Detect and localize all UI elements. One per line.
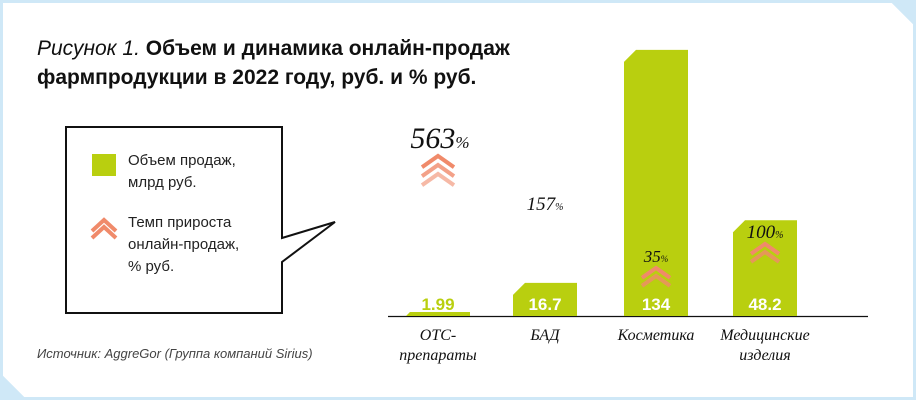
category-label-0-0: OTC- bbox=[420, 327, 456, 344]
growth-label-1: 157% bbox=[527, 194, 564, 215]
title-line-1: Объем и динамика онлайн-продаж bbox=[145, 37, 510, 60]
value-label-0: 1.99 bbox=[421, 295, 454, 314]
growth-unit-0: % bbox=[455, 133, 469, 152]
legend-volume-label: Объем продаж, млрд руб. bbox=[128, 150, 236, 194]
legend-growth-line-1: Темп прироста bbox=[128, 214, 232, 231]
growth-chevron-icon-3-0 bbox=[749, 241, 781, 256]
value-label-2: 134 bbox=[642, 295, 671, 314]
chart-title: Рисунок 1. Объем и динамика онлайн-прода… bbox=[37, 34, 597, 92]
category-label-3-0: Медицинские bbox=[719, 327, 810, 344]
legend-growth-line-3: % руб. bbox=[128, 258, 175, 275]
bar-2 bbox=[624, 49, 688, 317]
legend-growth-label: Темп прироста онлайн-продаж, % руб. bbox=[128, 212, 239, 278]
value-label-3: 48.2 bbox=[748, 295, 781, 314]
legend-volume-line-2: млрд руб. bbox=[128, 174, 197, 191]
category-label-0-1: препараты bbox=[399, 347, 477, 364]
bar-0 bbox=[406, 312, 470, 316]
growth-chevron-icon-0-2 bbox=[420, 171, 456, 187]
growth-unit-1: % bbox=[555, 202, 563, 213]
source-note: Источник: AggreGor (Группа компаний Siri… bbox=[37, 346, 313, 361]
figure-number: Рисунок 1. bbox=[37, 37, 140, 60]
growth-chevron-icon-0-1 bbox=[420, 162, 456, 178]
growth-unit-2: % bbox=[661, 254, 669, 264]
title-line-2: фармпродукции в 2022 году, руб. и % руб. bbox=[37, 66, 477, 89]
bar-1 bbox=[513, 282, 577, 316]
category-label-1-0: БАД bbox=[529, 327, 560, 344]
legend-growth-line-2: онлайн-продаж, bbox=[128, 236, 240, 253]
value-label-1: 16.7 bbox=[528, 295, 561, 314]
category-label-2-0: Косметика bbox=[617, 327, 695, 344]
legend-volume-line-1: Объем продаж, bbox=[128, 152, 236, 169]
growth-label-0: 563% bbox=[410, 122, 469, 155]
growth-chevron-icon-2-1 bbox=[640, 273, 672, 288]
growth-label-3: 100% bbox=[747, 222, 784, 243]
bar-3 bbox=[733, 220, 797, 316]
growth-chevron-icon-3-1 bbox=[749, 249, 781, 264]
category-label-3-1: изделия bbox=[739, 347, 790, 364]
growth-unit-3: % bbox=[775, 230, 783, 241]
growth-chevron-icon-2-0 bbox=[640, 265, 672, 280]
growth-chevron-icon-0-0 bbox=[420, 153, 456, 169]
